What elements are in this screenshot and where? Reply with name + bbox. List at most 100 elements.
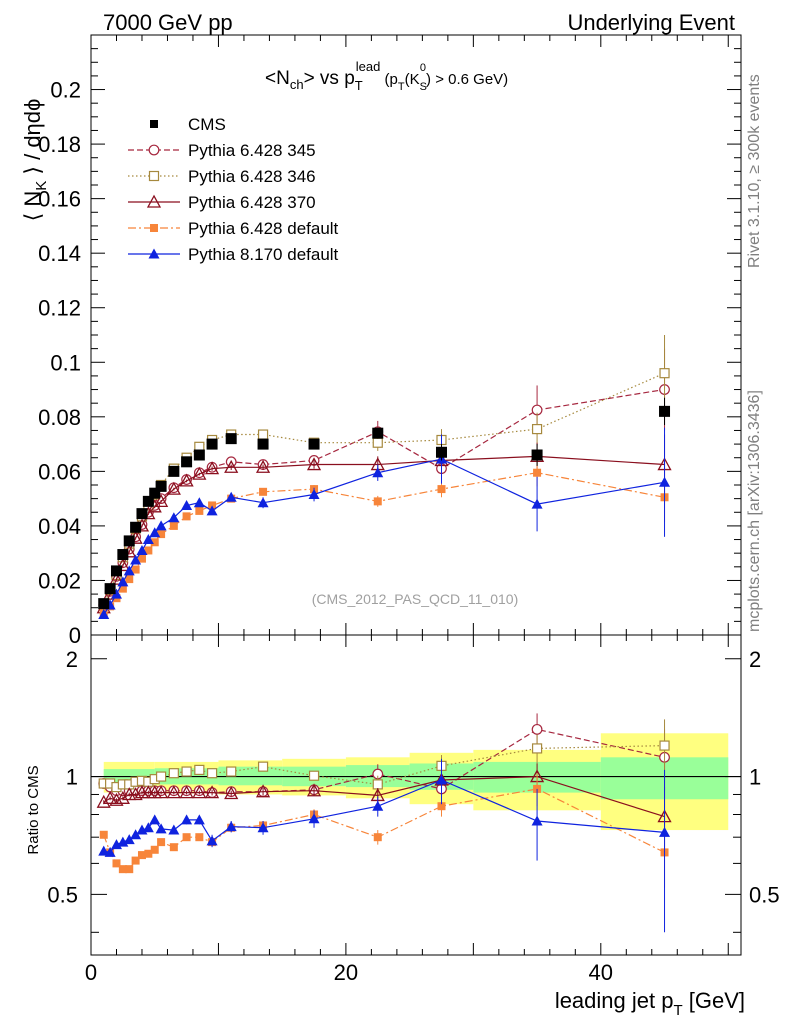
- main-p8def-point: [117, 576, 129, 587]
- axes-ticks: 0 20 40 0 0.02 0.04 0.06 0.08 0.1 0.12 0.14 0.16 0.1…: [38, 34, 780, 985]
- ratio-p8def-point: [168, 824, 180, 835]
- main-p346-point: [531, 423, 543, 435]
- main-cms-point: [225, 433, 237, 445]
- ratio-p6def-point: [125, 865, 134, 874]
- ratio-p370-point: [306, 783, 322, 797]
- legend-marker: [150, 120, 158, 128]
- x-tick-label: 0: [85, 960, 97, 985]
- ratio-p8def-point: [149, 814, 161, 825]
- ratio-p8def-point: [435, 774, 447, 785]
- ratio-p370-point: [166, 785, 181, 799]
- main-cms-point: [531, 449, 543, 461]
- ratio-uncertainty-bands: [91, 733, 741, 831]
- legend-marker: [150, 224, 158, 232]
- main-cms-point: [98, 598, 110, 610]
- legend-label: Pythia 6.428 370: [188, 193, 316, 212]
- main-p6def-point: [144, 546, 153, 555]
- legend-marker: [148, 170, 160, 182]
- y-tick-label: 0.12: [38, 296, 81, 321]
- ratio-y-tick-label: 0.5: [47, 882, 78, 907]
- ratio-p6def-point: [112, 859, 121, 868]
- ratio-p370-point: [255, 784, 271, 798]
- x-axis-label: leading jet pT [GeV]: [555, 988, 745, 1019]
- ratio-p8def-point: [193, 814, 205, 825]
- ratio-p6def-point: [169, 843, 178, 852]
- ratio-p6def-point: [157, 838, 166, 847]
- main-p6def-point: [169, 521, 178, 530]
- main-p6def-point: [373, 497, 382, 506]
- ratio-p8def-point: [98, 845, 110, 856]
- y-tick-label: 0.2: [50, 78, 81, 103]
- main-cms-point: [308, 438, 320, 450]
- ratio-p370-point: [179, 785, 194, 799]
- ratio-p6def-point: [150, 845, 159, 854]
- main-p370-point: [115, 558, 130, 572]
- ratio-p6def-point: [131, 856, 140, 865]
- header-right: Underlying Event: [567, 10, 735, 35]
- main-p346-point: [659, 368, 670, 379]
- main-p370-point: [179, 473, 194, 487]
- y-tick-label: 0.02: [38, 568, 81, 593]
- ratio-p6def-point: [182, 833, 191, 842]
- main-p8def-point: [123, 565, 135, 576]
- ratio-p346-point: [372, 779, 383, 790]
- x-tick-label: 20: [334, 960, 358, 985]
- ratio-p346-point: [659, 740, 670, 751]
- main-p6def-point: [437, 485, 446, 494]
- ratio-p346-point: [155, 771, 167, 782]
- ratio-p346-point: [181, 766, 192, 777]
- main-p370-point: [166, 481, 181, 495]
- main-p370-point: [306, 457, 322, 471]
- ratio-p8def-point: [257, 822, 269, 833]
- main-p6def-point: [259, 487, 268, 496]
- main-p8def-point: [257, 497, 269, 508]
- ratio-p346-point: [168, 768, 179, 779]
- main-cms-point: [155, 480, 167, 492]
- ratio-p8def-point: [531, 815, 543, 826]
- x-tick-label: 40: [589, 960, 613, 985]
- ratio-p8def-point: [372, 800, 384, 811]
- legend-label: Pythia 6.428 345: [188, 141, 316, 160]
- ratio-p6def-point: [118, 865, 127, 874]
- main-p8def-point: [193, 497, 205, 508]
- main-cms-series: [98, 397, 671, 610]
- ratio-p370-point: [103, 790, 118, 804]
- main-p8def-series: [98, 427, 671, 620]
- ratio-p370-point: [96, 794, 111, 808]
- ratio-p8def-point: [130, 829, 142, 840]
- ratio-p346-point: [257, 761, 269, 772]
- ratio-p6def-point: [195, 833, 204, 842]
- main-p6def-point: [182, 512, 191, 521]
- main-p8def-point: [308, 489, 320, 500]
- ratio-p346-point: [531, 743, 543, 754]
- header-left: 7000 GeV pp: [103, 10, 233, 35]
- ratio-p8def-series: [98, 758, 671, 933]
- main-p6def-point: [157, 530, 166, 539]
- main-p8def-point: [531, 498, 543, 509]
- main-cms-point: [123, 535, 135, 547]
- main-p8def-point: [372, 467, 384, 478]
- y-tick-label: 0.18: [38, 132, 81, 157]
- main-cms-point: [659, 405, 671, 417]
- ratio-p8def-point: [142, 822, 154, 833]
- ratio-y-tick-label-right: 1: [749, 765, 761, 790]
- ratio-p346-point: [308, 770, 320, 781]
- main-cms-point: [168, 465, 180, 477]
- ratio-p345-point: [531, 723, 543, 735]
- main-cms-point: [257, 438, 269, 450]
- main-p6def-point: [533, 468, 542, 477]
- y-tick-label: 0.06: [38, 459, 81, 484]
- ratio-p346-point: [194, 764, 205, 775]
- main-p8def-point: [130, 554, 142, 565]
- ratio-p6def-point: [373, 833, 382, 842]
- main-p6def-point: [137, 554, 146, 563]
- ratio-p346-series: [98, 719, 670, 794]
- ratio-p8def-point: [659, 826, 671, 837]
- main-cms-point: [149, 487, 161, 499]
- main-p6def-point: [118, 584, 127, 593]
- ratio-y-axis-label: Ratio to CMS: [25, 765, 42, 854]
- ratio-p8def-point: [155, 823, 167, 834]
- main-cms-point: [110, 565, 122, 577]
- ratio-y-tick-label: 1: [66, 765, 78, 790]
